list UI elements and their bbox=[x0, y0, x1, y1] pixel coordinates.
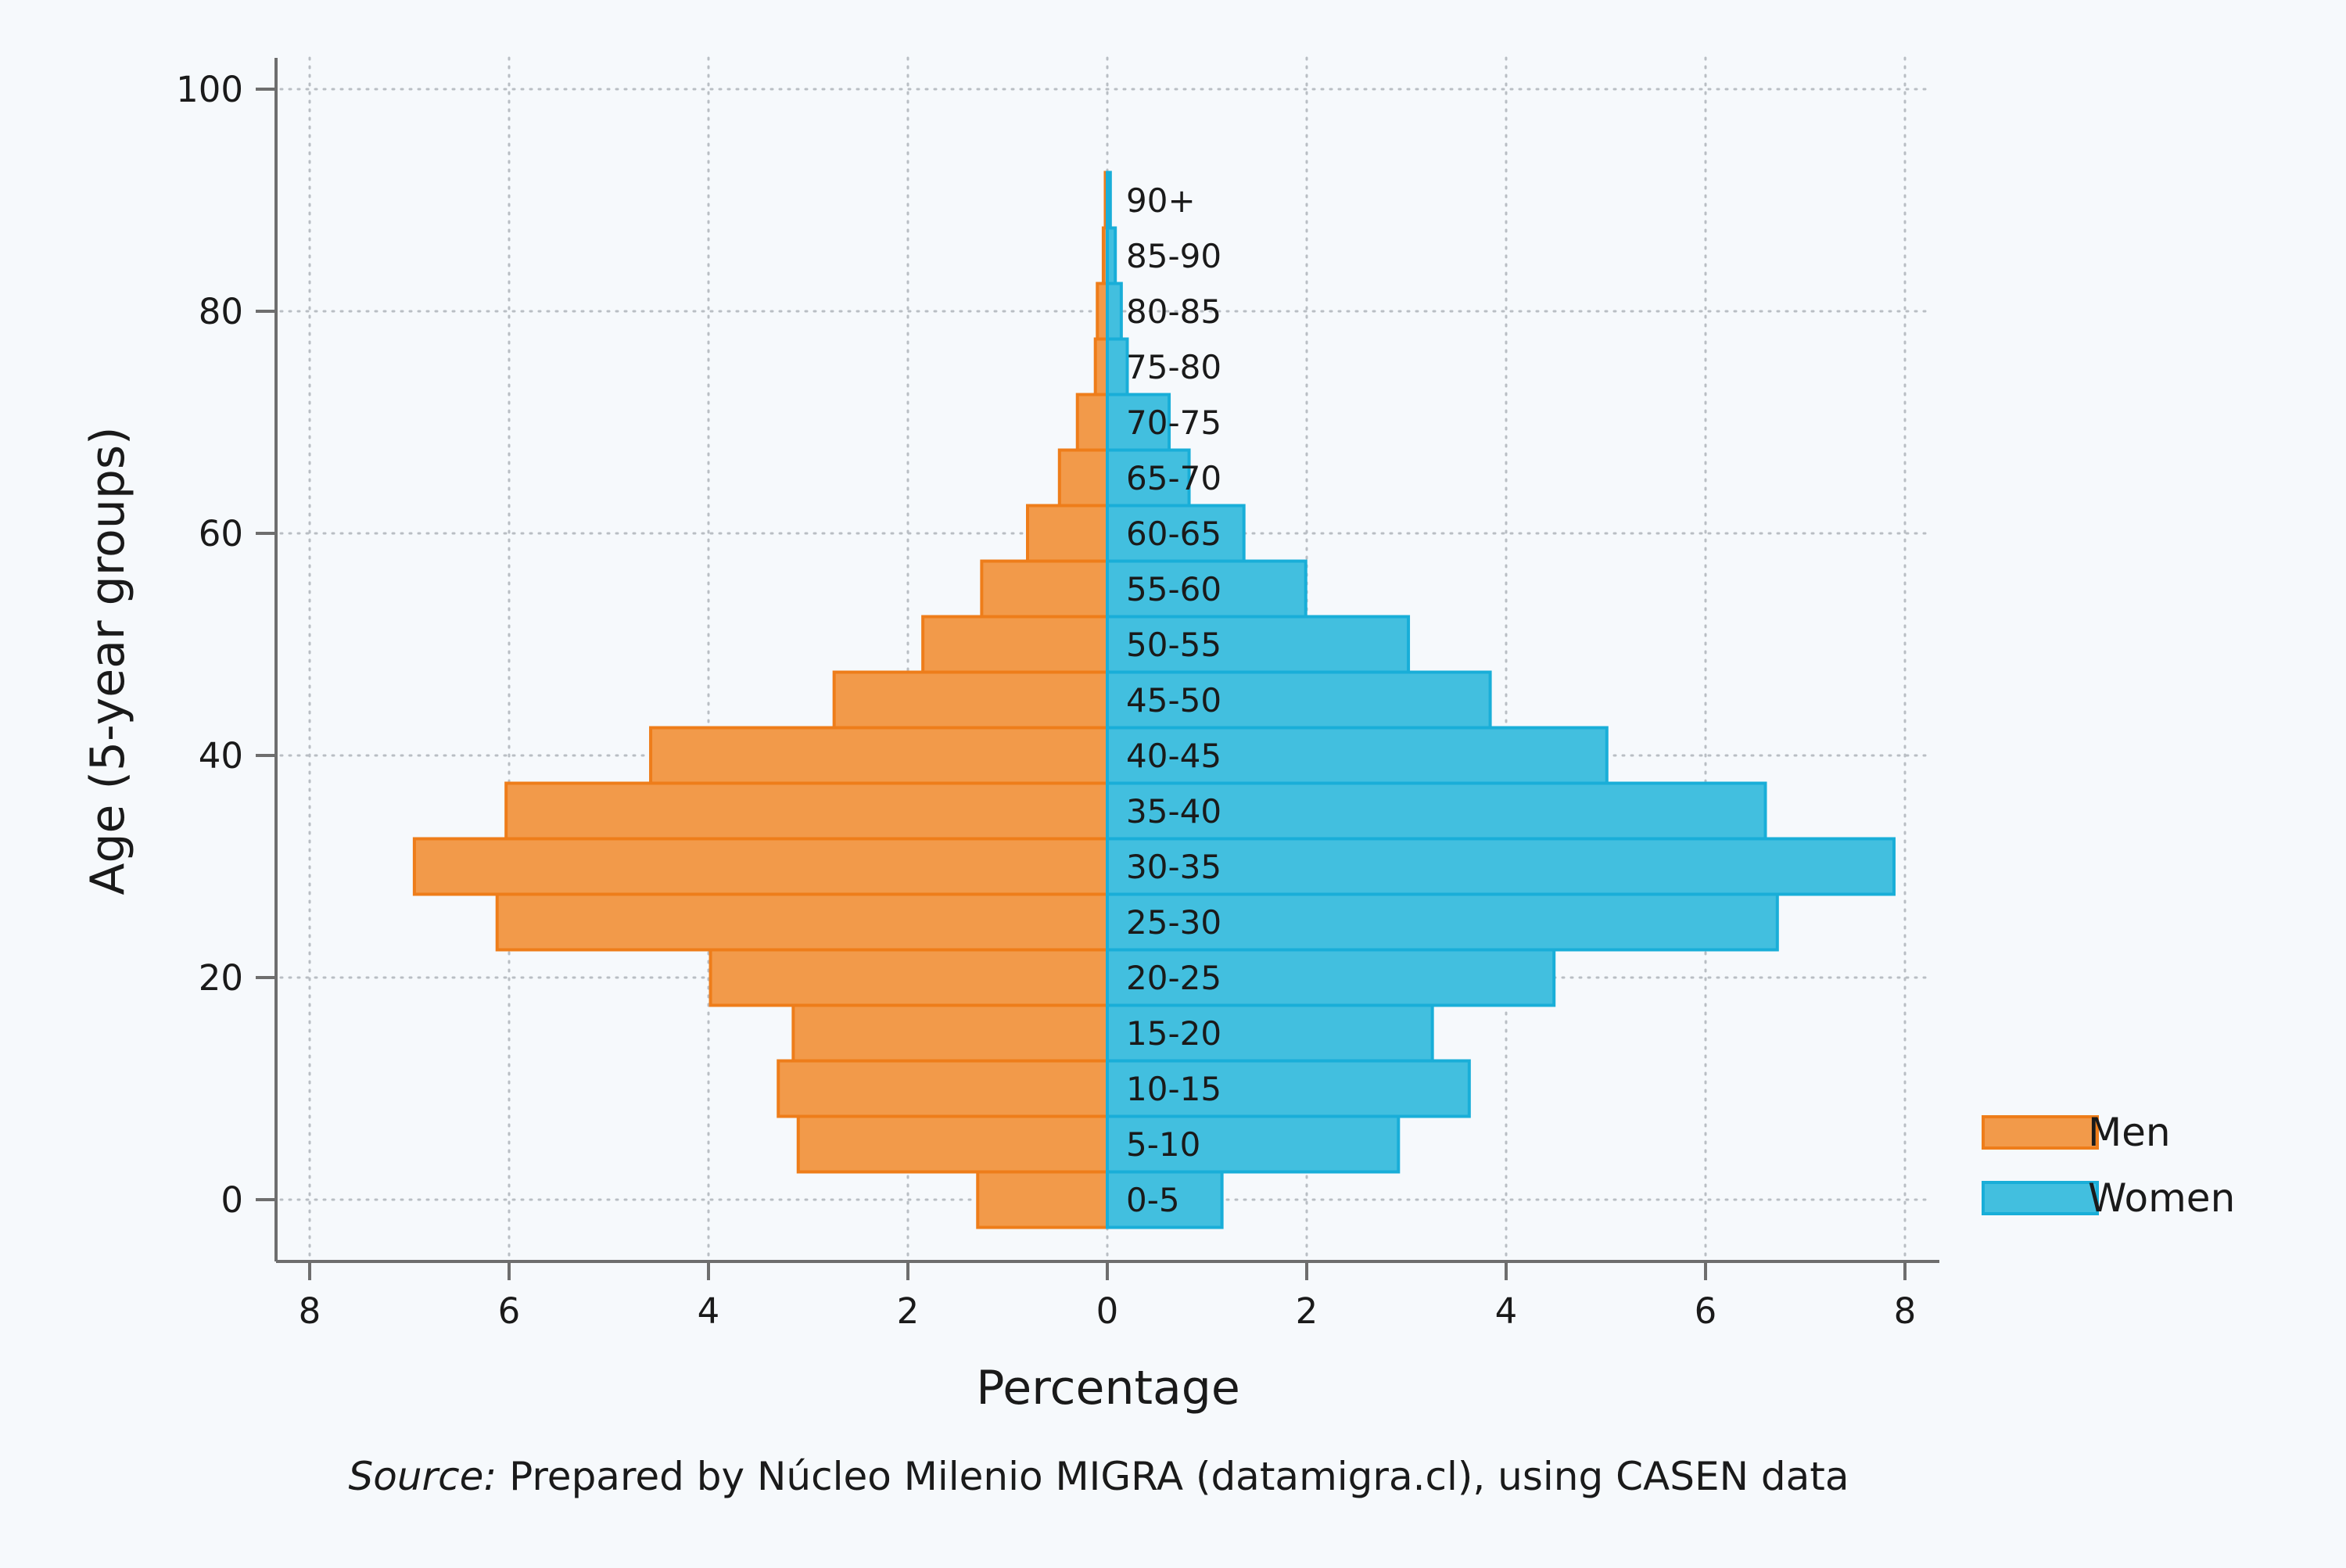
x-tick-label: 8 bbox=[299, 1290, 321, 1332]
age-group-label: 40-45 bbox=[1126, 737, 1221, 775]
y-tick-label: 80 bbox=[199, 291, 243, 332]
x-tick-label: 6 bbox=[498, 1290, 521, 1332]
bars-layer bbox=[412, 170, 1896, 1229]
bar-women bbox=[1106, 837, 1896, 896]
age-group-label: 70-75 bbox=[1126, 404, 1221, 442]
bar-women bbox=[1106, 282, 1123, 341]
bar-men bbox=[976, 1170, 1109, 1229]
age-group-label: 75-80 bbox=[1126, 348, 1221, 386]
age-group-label: 60-65 bbox=[1126, 515, 1221, 553]
age-group-label: 15-20 bbox=[1126, 1014, 1221, 1053]
bar-men bbox=[796, 1114, 1109, 1174]
x-tick-label: 4 bbox=[698, 1290, 720, 1332]
bar-men bbox=[504, 781, 1109, 841]
x-axis-title: Percentage bbox=[976, 1361, 1240, 1416]
age-group-label: 50-55 bbox=[1126, 626, 1221, 664]
bar-men bbox=[1075, 393, 1109, 452]
bar-men bbox=[1093, 337, 1109, 396]
source-prefix: Source: bbox=[349, 1454, 497, 1499]
y-tick-label: 40 bbox=[199, 735, 243, 777]
legend-label: Men bbox=[2088, 1110, 2171, 1155]
bar-women bbox=[1106, 559, 1308, 619]
bar-women bbox=[1106, 393, 1171, 452]
x-tick-label: 0 bbox=[1096, 1290, 1119, 1332]
bar-women bbox=[1106, 615, 1411, 674]
age-group-label: 80-85 bbox=[1126, 292, 1221, 331]
legend-label: Women bbox=[2088, 1175, 2235, 1221]
bar-men bbox=[1026, 504, 1109, 563]
bar-men bbox=[495, 892, 1109, 952]
x-tick-label: 8 bbox=[1894, 1290, 1917, 1332]
bar-men bbox=[832, 670, 1110, 730]
bar-women bbox=[1106, 337, 1129, 396]
age-group-label: 90+ bbox=[1126, 181, 1196, 220]
bar-men bbox=[980, 559, 1109, 619]
x-tick-label: 6 bbox=[1695, 1290, 1717, 1332]
y-axis-title: Age (5-year groups) bbox=[81, 426, 135, 895]
age-group-label: 10-15 bbox=[1126, 1070, 1221, 1108]
y-tick-label: 60 bbox=[199, 513, 243, 554]
bar-men bbox=[412, 837, 1109, 896]
bar-women bbox=[1106, 1059, 1471, 1118]
bar-women bbox=[1106, 781, 1767, 841]
bar-men bbox=[777, 1059, 1109, 1118]
legend-swatch bbox=[1982, 1115, 2099, 1150]
bar-women bbox=[1106, 948, 1556, 1007]
y-tick-label: 100 bbox=[176, 69, 243, 110]
bar-women bbox=[1106, 226, 1117, 285]
age-labels-layer: 0-5 5-10 10-15 15-20 20-25 25-30 30-35 35-40 40-… bbox=[1126, 181, 1221, 1219]
age-group-label: 35-40 bbox=[1126, 792, 1221, 831]
bar-women bbox=[1106, 1003, 1434, 1063]
age-group-label: 65-70 bbox=[1126, 459, 1221, 497]
bar-women bbox=[1106, 170, 1112, 230]
source-note: Source: Prepared by Núcleo Milenio MIGRA… bbox=[349, 1454, 1849, 1499]
bar-men bbox=[791, 1003, 1109, 1063]
age-group-label: 55-60 bbox=[1126, 570, 1221, 608]
y-tick-label: 20 bbox=[199, 957, 243, 999]
bar-women bbox=[1106, 504, 1246, 563]
age-group-label: 5-10 bbox=[1126, 1125, 1200, 1164]
source-body: Prepared by Núcleo Milenio MIGRA (datami… bbox=[497, 1454, 1849, 1499]
bar-men bbox=[649, 726, 1109, 785]
legend-item-women: Women bbox=[1982, 1175, 2235, 1221]
bar-women bbox=[1106, 448, 1191, 508]
x-tick-label: 2 bbox=[1296, 1290, 1318, 1332]
bar-men bbox=[708, 948, 1109, 1007]
age-group-label: 25-30 bbox=[1126, 903, 1221, 942]
bar-men bbox=[1057, 448, 1110, 508]
legend-swatch bbox=[1982, 1181, 2099, 1215]
age-group-label: 30-35 bbox=[1126, 848, 1221, 886]
legend-item-men: Men bbox=[1982, 1110, 2171, 1155]
age-group-label: 45-50 bbox=[1126, 681, 1221, 719]
age-group-label: 20-25 bbox=[1126, 959, 1221, 997]
x-tick-label: 4 bbox=[1495, 1290, 1518, 1332]
x-tick-label: 2 bbox=[897, 1290, 920, 1332]
age-group-label: 0-5 bbox=[1126, 1181, 1180, 1219]
bar-women bbox=[1106, 726, 1609, 785]
y-tick-label: 0 bbox=[221, 1179, 243, 1221]
bar-women bbox=[1106, 892, 1779, 952]
age-group-label: 85-90 bbox=[1126, 237, 1221, 275]
legend: Men Women bbox=[1982, 1110, 2235, 1221]
bar-men bbox=[921, 615, 1109, 674]
